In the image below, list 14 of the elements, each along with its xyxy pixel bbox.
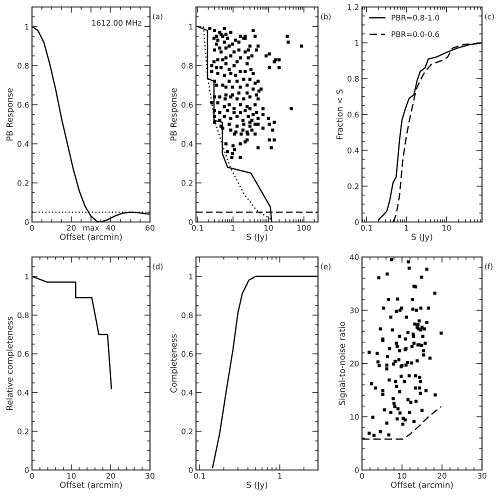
- x-axis-title: S (Jy): [246, 234, 268, 242]
- y-axis-title: Signal-to-noise ratio: [338, 322, 347, 406]
- y-axis-title: Relative completeness: [6, 316, 14, 410]
- x-axis-title: S (Jy): [246, 482, 268, 490]
- y-axis-title: PB Response: [170, 88, 178, 140]
- y-axis-title: PB Response: [6, 88, 14, 140]
- x-axis-title: S (Jy): [412, 234, 432, 242]
- line-series: [362, 406, 442, 440]
- line-series: [32, 276, 112, 390]
- y-axis-title: Completeness: [170, 334, 178, 393]
- x-axis-title: Offset (arcmin): [60, 234, 122, 241]
- x-axis-title: Offset (arcmin): [390, 482, 453, 489]
- y-axis-title: Fraction < S: [336, 90, 343, 140]
- x-axis-title: Offset (arcmin): [60, 482, 122, 489]
